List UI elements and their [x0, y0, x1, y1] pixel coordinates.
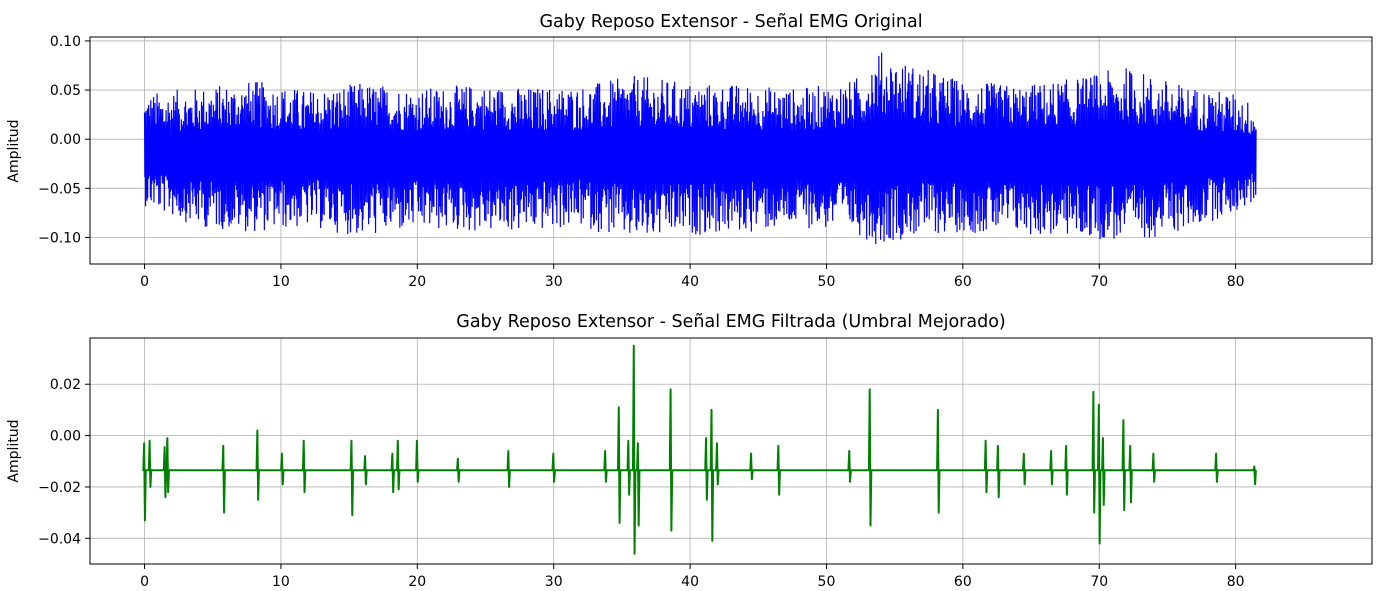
x-tick-label: 80 — [1227, 574, 1245, 590]
axes-frame-filtered — [89, 337, 1373, 565]
x-tick-label: 40 — [681, 274, 699, 290]
x-tick-label: 20 — [408, 274, 426, 290]
x-ticks-filtered: 0 10 20 30 40 50 60 70 80 — [140, 564, 1245, 590]
chart-title-filtered: Gaby Reposo Extensor - Señal EMG Filtrad… — [456, 312, 1005, 332]
x-tick-label: 40 — [681, 574, 699, 590]
y-ticks-filtered: 0.02 0.00 −0.02 −0.04 — [38, 377, 90, 547]
x-tick-label: 80 — [1227, 274, 1245, 290]
axes-frame-original — [89, 36, 1373, 265]
series-original — [143, 52, 1257, 245]
y-axis-label-filtered: Amplitud — [6, 419, 22, 482]
y-tick-label: −0.05 — [38, 181, 81, 197]
y-axis-label-original: Amplitud — [6, 119, 22, 182]
series-filtered — [142, 344, 1257, 555]
chart-title-original: Gaby Reposo Extensor - Señal EMG Origina… — [539, 12, 922, 32]
x-tick-label: 60 — [954, 274, 972, 290]
x-tick-label: 30 — [545, 574, 563, 590]
y-tick-label: 0.00 — [50, 132, 81, 148]
y-tick-label: −0.10 — [38, 230, 81, 246]
y-tick-label: 0.00 — [50, 429, 81, 445]
x-tick-label: 10 — [272, 274, 290, 290]
grid-filtered — [90, 338, 1372, 564]
y-tick-label: −0.02 — [38, 480, 81, 496]
x-tick-label: 0 — [140, 274, 149, 290]
chart-filtered: Gaby Reposo Extensor - Señal EMG Filtrad… — [6, 312, 1373, 590]
x-tick-label: 20 — [408, 574, 426, 590]
chart-original: Gaby Reposo Extensor - Señal EMG Origina… — [6, 12, 1373, 290]
y-tick-label: 0.02 — [50, 377, 81, 393]
series-line-filtered — [142, 344, 1257, 555]
x-tick-label: 50 — [818, 574, 836, 590]
x-tick-label: 70 — [1090, 574, 1108, 590]
x-ticks-original: 0 10 20 30 40 50 60 70 80 — [140, 264, 1245, 290]
x-tick-label: 0 — [140, 574, 149, 590]
x-tick-label: 50 — [818, 274, 836, 290]
x-tick-label: 60 — [954, 574, 972, 590]
x-tick-label: 70 — [1090, 274, 1108, 290]
y-ticks-original: 0.10 0.05 0.00 −0.05 −0.10 — [38, 34, 90, 246]
series-line-original — [143, 52, 1257, 245]
y-tick-label: 0.05 — [50, 83, 81, 99]
y-tick-label: 0.10 — [50, 34, 81, 50]
y-tick-label: −0.04 — [38, 531, 81, 547]
x-tick-label: 10 — [272, 574, 290, 590]
x-tick-label: 30 — [545, 274, 563, 290]
